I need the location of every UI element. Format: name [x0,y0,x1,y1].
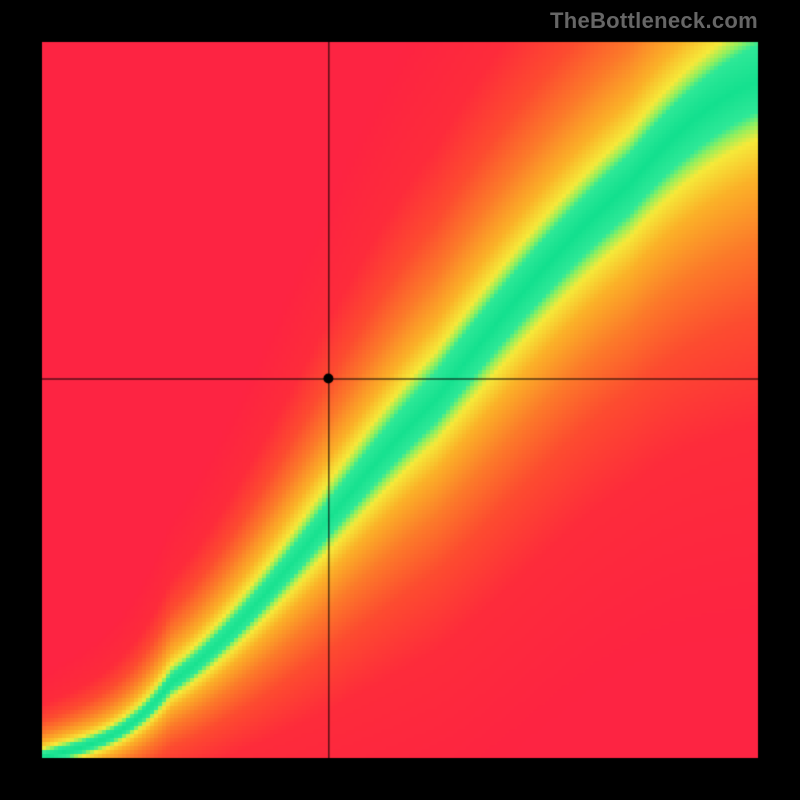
watermark-text: TheBottleneck.com [550,8,758,34]
bottleneck-heatmap [0,0,800,800]
chart-container: TheBottleneck.com [0,0,800,800]
